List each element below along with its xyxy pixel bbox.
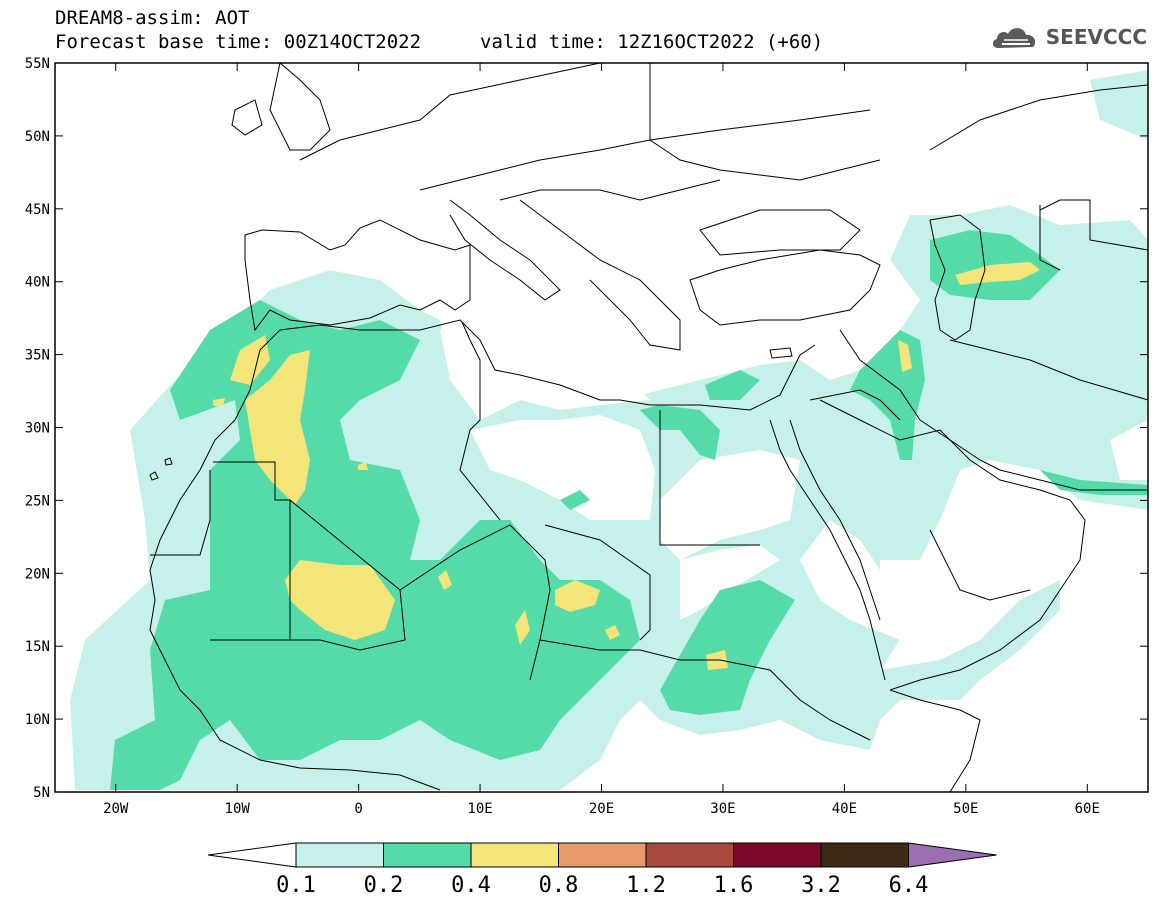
lat-tick-label: 45N bbox=[25, 202, 50, 218]
aot-field bbox=[55, 63, 1148, 792]
colorbar-label: 0.4 bbox=[451, 873, 491, 898]
map-title: DREAM8-assim: AOT bbox=[55, 7, 250, 29]
lat-tick-label: 20N bbox=[25, 566, 50, 582]
lat-tick-label: 40N bbox=[25, 275, 50, 291]
lat-tick-label: 15N bbox=[25, 639, 50, 655]
seevccc-logo: SEEVCCC bbox=[990, 22, 1147, 52]
lat-tick-label: 30N bbox=[25, 421, 50, 437]
valid-time: valid time: 12Z16OCT2022 (+60) bbox=[480, 31, 824, 53]
lon-tick-label: 60E bbox=[1075, 801, 1100, 817]
lon-tick-label: 10W bbox=[225, 801, 251, 817]
lon-axis: 20W 10W 0 10E 20E 30E 40E 50E 60E bbox=[103, 63, 1100, 817]
lat-tick-label: 25N bbox=[25, 493, 50, 509]
forecast-base-time: Forecast base time: 00Z14OCT2022 bbox=[55, 31, 422, 53]
lat-axis: 55N 50N 45N 40N 35N 30N 25N 20N 15N 10N 5N bbox=[25, 56, 1148, 801]
lon-tick-label: 40E bbox=[832, 801, 857, 817]
lat-tick-label: 50N bbox=[25, 129, 50, 145]
coastlines bbox=[149, 63, 1148, 792]
lon-tick-label: 20W bbox=[103, 801, 129, 817]
lon-tick-label: 20E bbox=[589, 801, 614, 817]
colorbar-box bbox=[820, 842, 909, 868]
lat-tick-label: 55N bbox=[25, 56, 50, 72]
colorbar-box bbox=[295, 842, 384, 868]
colorbar-box bbox=[558, 842, 647, 868]
colorbar-label: 0.2 bbox=[364, 873, 404, 898]
colorbar-label: 0.8 bbox=[539, 873, 579, 898]
lat-tick-label: 35N bbox=[25, 348, 50, 364]
cloud-logo-icon bbox=[992, 28, 1035, 48]
lon-tick-label: 0 bbox=[354, 801, 362, 817]
colorbar-box bbox=[645, 842, 734, 868]
colorbar-arrow-low bbox=[207, 842, 297, 868]
colorbar-box bbox=[733, 842, 822, 868]
colorbar-label: 6.4 bbox=[889, 873, 929, 898]
colorbar-arrow-high bbox=[908, 842, 997, 868]
colorbar: 0.1 0.2 0.4 0.8 1.2 1.6 3.2 6.4 bbox=[207, 842, 997, 898]
lat-tick-label: 5N bbox=[33, 785, 50, 801]
colorbar-label: 1.6 bbox=[714, 873, 754, 898]
logo-text: SEEVCCC bbox=[1045, 25, 1147, 49]
colorbar-label: 3.2 bbox=[801, 873, 841, 898]
colorbar-label: 0.1 bbox=[276, 873, 316, 898]
lat-tick-label: 10N bbox=[25, 712, 50, 728]
aot-contour-0.4 bbox=[213, 262, 1040, 670]
colorbar-box bbox=[470, 842, 559, 868]
aot-contour-0.2 bbox=[110, 230, 1148, 790]
colorbar-label: 1.2 bbox=[626, 873, 666, 898]
lon-tick-label: 30E bbox=[710, 801, 735, 817]
lon-tick-label: 50E bbox=[953, 801, 978, 817]
lon-tick-label: 10E bbox=[467, 801, 492, 817]
colorbar-box bbox=[383, 842, 472, 868]
